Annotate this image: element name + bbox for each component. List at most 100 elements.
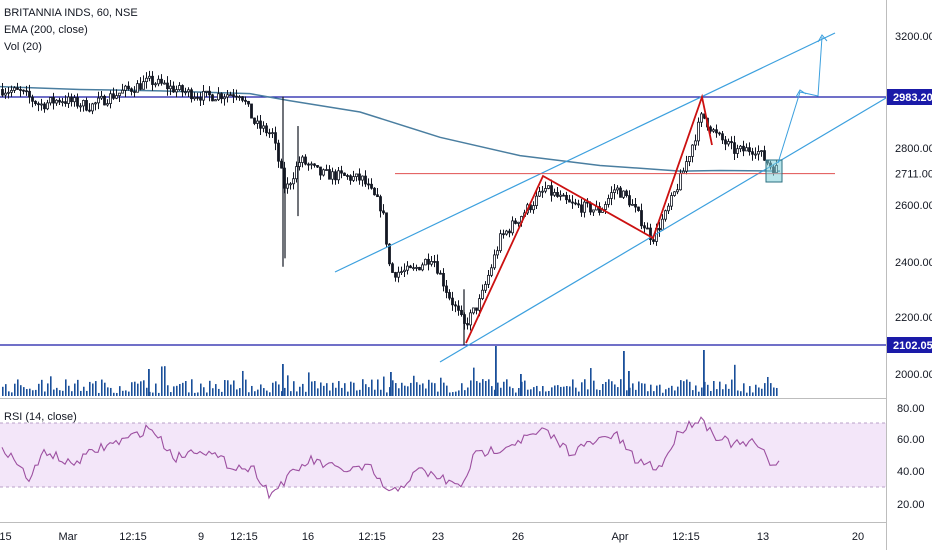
time-tick: Apr <box>611 531 628 543</box>
candle-body <box>511 220 514 234</box>
volume-bar <box>761 388 763 396</box>
candle-body <box>751 151 754 155</box>
candle-body <box>226 94 229 98</box>
candle-body <box>391 263 394 273</box>
zigzag-pattern <box>465 93 713 344</box>
price-tick: 2600.00 <box>895 200 932 212</box>
candle-body <box>40 103 43 106</box>
candle-body <box>685 161 688 172</box>
candle-body <box>340 170 343 174</box>
volume-bar <box>209 380 211 396</box>
candle-body <box>100 95 103 99</box>
candle-body <box>592 209 595 213</box>
volume-bar <box>104 382 106 396</box>
candle-body <box>475 307 478 311</box>
volume-bar <box>620 379 622 396</box>
volume-spike <box>623 351 625 396</box>
candle-body <box>505 230 508 235</box>
volume-bar <box>410 382 412 396</box>
volume-bar <box>539 391 541 396</box>
volume-bar <box>581 382 583 396</box>
candle-body <box>163 82 166 85</box>
volume-bar <box>398 388 400 396</box>
volume-bar <box>194 392 196 396</box>
volume-bar <box>176 385 178 396</box>
volume-bar <box>128 391 130 396</box>
volume-bar <box>242 370 244 396</box>
candle-body <box>355 173 358 177</box>
candle-body <box>172 85 175 93</box>
candle-body <box>43 103 46 110</box>
candle-body <box>136 83 139 93</box>
volume-bar <box>206 392 208 396</box>
volume-bar <box>647 391 649 396</box>
rsi-tick: 40.00 <box>897 466 925 478</box>
candle-body <box>25 90 28 93</box>
volume-bar <box>500 387 502 396</box>
time-tick: Mar <box>59 531 78 543</box>
candle-body <box>169 85 172 90</box>
volume-bar <box>53 389 55 396</box>
volume-bar <box>281 391 283 396</box>
volume-bar <box>356 390 358 396</box>
candle-body <box>259 120 262 129</box>
volume-bar <box>47 383 49 396</box>
candle-body <box>223 96 226 100</box>
candle-body <box>16 87 19 90</box>
volume-bar <box>212 388 214 396</box>
candle-body <box>562 194 565 197</box>
rsi-14 <box>1 416 780 500</box>
candle-body <box>415 266 418 269</box>
volume-bar <box>65 379 67 396</box>
rsi-line <box>1 416 780 500</box>
candle-body <box>193 96 196 100</box>
candle-body <box>760 150 763 153</box>
volume-bar <box>473 367 475 396</box>
time-tick: 26 <box>512 531 524 543</box>
candle-body <box>559 194 562 197</box>
candle-body <box>547 185 550 189</box>
volume-bar <box>530 389 532 396</box>
candle-body <box>187 89 190 93</box>
volume-bar <box>551 387 553 396</box>
volume-bar <box>179 384 181 396</box>
volume-bar <box>335 387 337 396</box>
volume-bar <box>146 387 148 396</box>
candle-body <box>541 190 544 193</box>
volume-bar <box>518 388 520 396</box>
candle-body <box>466 323 469 326</box>
candle-body <box>82 100 85 107</box>
volume-bar <box>710 391 712 396</box>
candle-body <box>712 129 715 132</box>
candle-body <box>127 85 130 90</box>
drawings[interactable] <box>334 32 887 363</box>
candle-body <box>307 163 310 166</box>
volume-bar <box>386 392 388 396</box>
volume-bar <box>167 385 169 396</box>
volume-bar <box>587 389 589 396</box>
volume-bar <box>350 381 352 396</box>
volume-bar <box>5 384 7 396</box>
volume-bar <box>479 382 481 396</box>
candle-body <box>313 163 316 166</box>
candle-body <box>580 204 583 213</box>
time-axis: :15 Mar 12:15 9 12:15 16 12:15 23 26 Apr 12:15 13 20 <box>0 531 864 543</box>
volume-spike <box>282 364 284 396</box>
time-tick: 12:15 <box>230 531 258 543</box>
candle-body <box>118 92 121 96</box>
volume-bar <box>758 387 760 396</box>
volume-bar <box>560 386 562 396</box>
candle-body <box>7 91 10 94</box>
candle-body <box>406 265 409 271</box>
volume-bar <box>635 389 637 396</box>
volume-bar <box>650 384 652 396</box>
volume-bar <box>662 392 664 396</box>
candle-body <box>628 195 631 206</box>
candle-body <box>433 261 436 263</box>
level-tag <box>887 89 932 105</box>
candle-body <box>331 171 334 180</box>
candle-body <box>301 156 304 163</box>
volume-bar <box>737 390 739 396</box>
volume-bar <box>137 383 139 396</box>
